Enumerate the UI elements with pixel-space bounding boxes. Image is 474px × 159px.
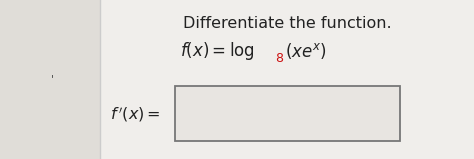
Bar xyxy=(175,86,400,141)
Text: $\mathrm{8}$: $\mathrm{8}$ xyxy=(274,52,284,65)
Text: $f(x) = \mathrm{log}$: $f(x) = \mathrm{log}$ xyxy=(180,40,255,62)
Bar xyxy=(0,0,100,159)
Text: $f\,'(x) =$: $f\,'(x) =$ xyxy=(110,104,161,124)
Text: Differentiate the function.: Differentiate the function. xyxy=(182,16,392,31)
Text: $(xe^x)$: $(xe^x)$ xyxy=(285,41,327,61)
Text: ': ' xyxy=(50,74,54,84)
